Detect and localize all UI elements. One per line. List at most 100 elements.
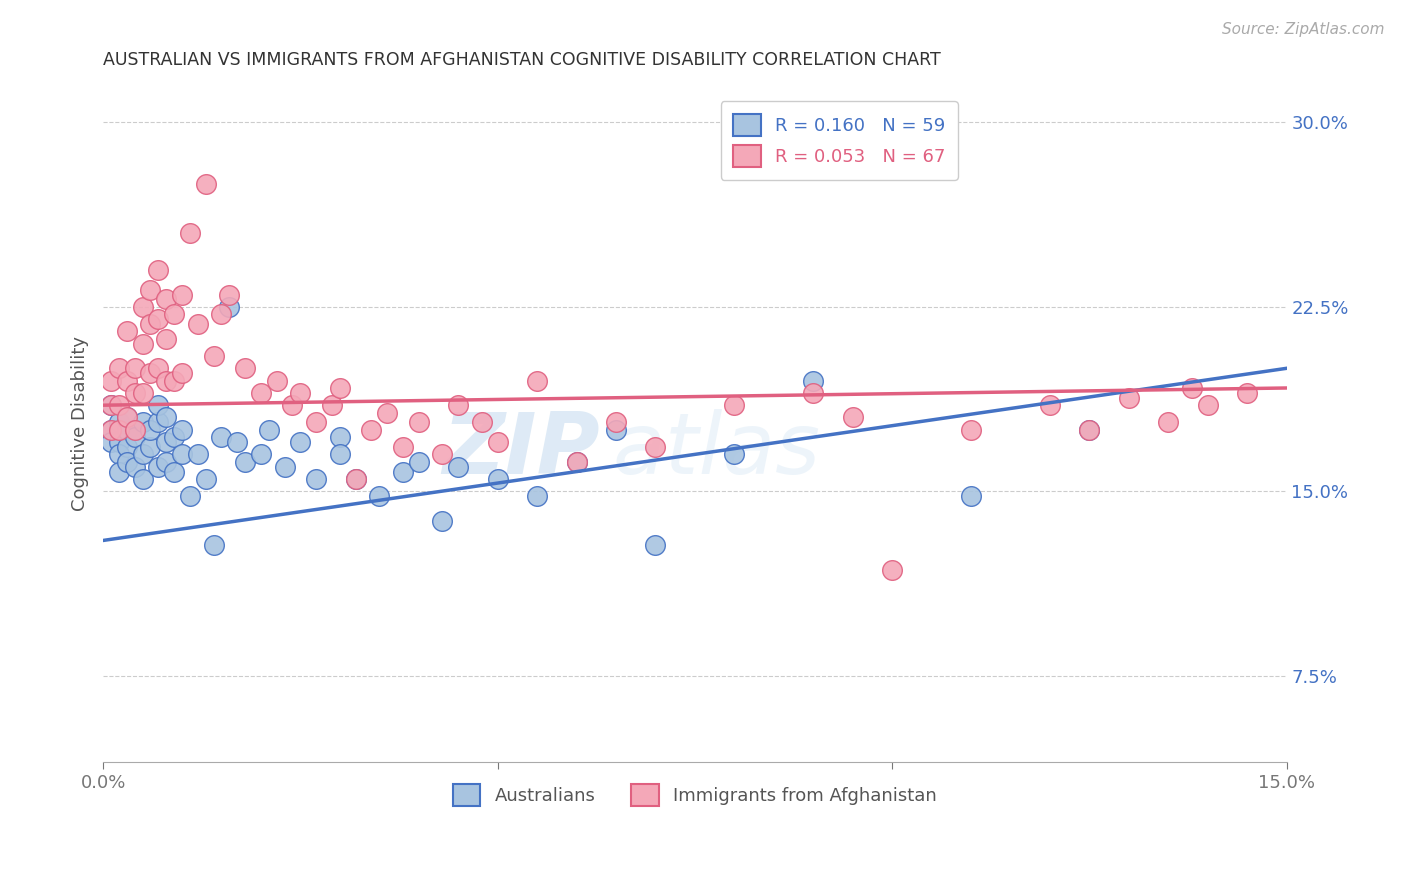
- Point: [408, 416, 430, 430]
- Point: [226, 435, 249, 450]
- Point: [408, 455, 430, 469]
- Point: [565, 455, 588, 469]
- Point: [321, 398, 343, 412]
- Point: [329, 447, 352, 461]
- Point: [187, 317, 209, 331]
- Point: [108, 435, 131, 450]
- Point: [392, 465, 415, 479]
- Point: [447, 459, 470, 474]
- Point: [233, 455, 256, 469]
- Point: [329, 381, 352, 395]
- Point: [250, 385, 273, 400]
- Point: [202, 538, 225, 552]
- Point: [211, 307, 233, 321]
- Point: [115, 410, 138, 425]
- Point: [1078, 423, 1101, 437]
- Point: [100, 398, 122, 412]
- Point: [801, 385, 824, 400]
- Point: [131, 416, 153, 430]
- Point: [108, 398, 131, 412]
- Point: [723, 447, 745, 461]
- Point: [486, 435, 509, 450]
- Point: [124, 430, 146, 444]
- Legend: Australians, Immigrants from Afghanistan: Australians, Immigrants from Afghanistan: [446, 777, 943, 814]
- Point: [131, 472, 153, 486]
- Point: [148, 263, 170, 277]
- Point: [108, 416, 131, 430]
- Point: [170, 447, 193, 461]
- Point: [211, 430, 233, 444]
- Point: [108, 361, 131, 376]
- Point: [139, 283, 162, 297]
- Point: [179, 226, 201, 240]
- Point: [1118, 391, 1140, 405]
- Point: [281, 398, 304, 412]
- Point: [392, 440, 415, 454]
- Point: [131, 385, 153, 400]
- Point: [115, 455, 138, 469]
- Point: [432, 514, 454, 528]
- Point: [131, 300, 153, 314]
- Point: [155, 332, 177, 346]
- Point: [115, 410, 138, 425]
- Point: [163, 430, 186, 444]
- Point: [124, 361, 146, 376]
- Text: atlas: atlas: [612, 409, 820, 492]
- Point: [368, 489, 391, 503]
- Text: AUSTRALIAN VS IMMIGRANTS FROM AFGHANISTAN COGNITIVE DISABILITY CORRELATION CHART: AUSTRALIAN VS IMMIGRANTS FROM AFGHANISTA…: [103, 51, 941, 69]
- Point: [305, 416, 328, 430]
- Point: [432, 447, 454, 461]
- Point: [290, 385, 312, 400]
- Point: [960, 489, 983, 503]
- Point: [723, 398, 745, 412]
- Point: [148, 361, 170, 376]
- Point: [257, 423, 280, 437]
- Point: [1197, 398, 1219, 412]
- Point: [139, 440, 162, 454]
- Point: [170, 423, 193, 437]
- Point: [644, 440, 666, 454]
- Point: [565, 455, 588, 469]
- Point: [108, 465, 131, 479]
- Point: [155, 410, 177, 425]
- Point: [170, 287, 193, 301]
- Point: [139, 366, 162, 380]
- Point: [1039, 398, 1062, 412]
- Point: [218, 287, 240, 301]
- Point: [155, 455, 177, 469]
- Point: [605, 416, 627, 430]
- Point: [163, 465, 186, 479]
- Point: [290, 435, 312, 450]
- Point: [202, 349, 225, 363]
- Point: [179, 489, 201, 503]
- Point: [148, 416, 170, 430]
- Point: [163, 307, 186, 321]
- Point: [124, 423, 146, 437]
- Point: [148, 398, 170, 412]
- Point: [305, 472, 328, 486]
- Point: [131, 336, 153, 351]
- Point: [115, 325, 138, 339]
- Point: [108, 423, 131, 437]
- Point: [344, 472, 367, 486]
- Point: [880, 563, 903, 577]
- Point: [486, 472, 509, 486]
- Point: [447, 398, 470, 412]
- Point: [139, 317, 162, 331]
- Point: [841, 410, 863, 425]
- Point: [1078, 423, 1101, 437]
- Point: [124, 459, 146, 474]
- Point: [108, 447, 131, 461]
- Point: [605, 423, 627, 437]
- Point: [960, 423, 983, 437]
- Point: [163, 374, 186, 388]
- Point: [131, 447, 153, 461]
- Point: [1181, 381, 1204, 395]
- Point: [155, 374, 177, 388]
- Point: [344, 472, 367, 486]
- Point: [115, 440, 138, 454]
- Point: [187, 447, 209, 461]
- Point: [526, 489, 548, 503]
- Text: ZIP: ZIP: [443, 409, 600, 492]
- Point: [360, 423, 382, 437]
